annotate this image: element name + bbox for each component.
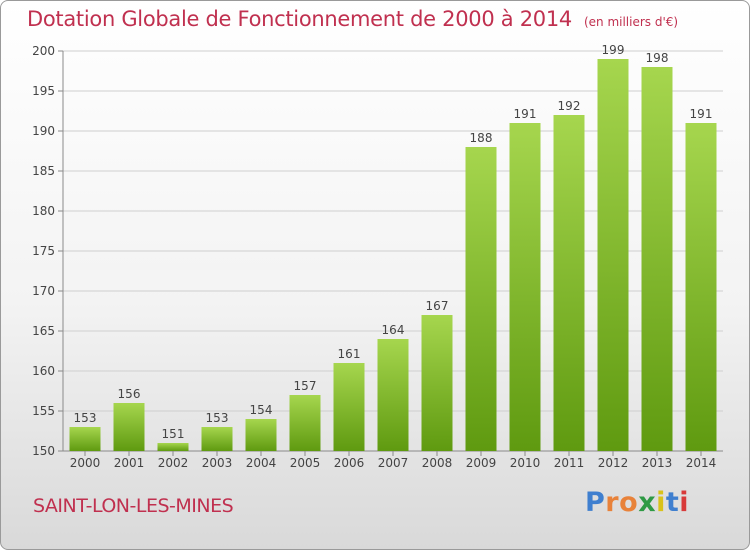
y-tick-label: 160 [32,364,55,378]
x-tick-label: 2006 [334,456,365,470]
y-tick-label: 165 [32,324,55,338]
y-tick-label: 155 [32,404,55,418]
y-tick-label: 180 [32,204,55,218]
bar-layer [69,59,717,451]
logo-letter: r [605,487,620,518]
bar [377,339,409,451]
y-tick-label: 185 [32,164,55,178]
logo-letter: o [619,487,639,518]
bar [245,419,277,451]
bar-value-label: 157 [294,379,317,393]
y-tick-label: 200 [32,44,55,58]
label-layer: 153 2000 156 2001 151 2002 153 2003 154 2004 157 20… [70,43,717,470]
bar [69,427,101,451]
x-tick-label: 2008 [422,456,453,470]
x-tick-label: 2005 [290,456,321,470]
bar-value-label: 191 [690,107,713,121]
bar-value-label: 156 [118,387,141,401]
bar-value-label: 198 [646,51,669,65]
bar-value-label: 167 [426,299,449,313]
commune-name: SAINT-LON-LES-MINES [33,495,234,517]
bar [201,427,233,451]
logo-letter: t [665,487,680,518]
bar-value-label: 164 [382,323,405,337]
x-tick-label: 2002 [158,456,189,470]
bar-value-label: 192 [558,99,581,113]
bar-value-label: 154 [250,403,273,417]
y-tick-label: 170 [32,284,55,298]
chart-subtitle: (en milliers d'€) [583,15,679,29]
y-tick-label: 195 [32,84,55,98]
x-tick-label: 2014 [686,456,717,470]
bar [157,443,189,451]
x-tick-label: 2007 [378,456,409,470]
logo-letter: x [638,487,657,518]
x-tick-label: 2009 [466,456,497,470]
bar [685,123,717,451]
bar-value-label: 191 [514,107,537,121]
x-tick-label: 2010 [510,456,541,470]
x-tick-label: 2012 [598,456,629,470]
bar [113,403,145,451]
y-tick-label: 150 [32,444,55,458]
x-tick-label: 2001 [114,456,145,470]
logo-letter: i [656,487,666,518]
chart-title: Dotation Globale de Fonctionnement de 20… [27,7,678,31]
bar-value-label: 153 [206,411,229,425]
proxiti-logo[interactable]: Proxiti [585,487,689,518]
x-tick-label: 2000 [70,456,101,470]
chart-title-text: Dotation Globale de Fonctionnement de 20… [27,7,572,31]
y-tick-label: 175 [32,244,55,258]
bar [333,363,365,451]
bar [553,115,585,451]
bar [641,67,673,451]
y-tick-label: 190 [32,124,55,138]
bar-value-label: 199 [602,43,625,57]
bar [465,147,497,451]
x-tick-label: 2013 [642,456,673,470]
x-tick-label: 2004 [246,456,277,470]
x-tick-label: 2003 [202,456,233,470]
bar [509,123,541,451]
bar [289,395,321,451]
x-tick-label: 2011 [554,456,585,470]
bar-value-label: 153 [74,411,97,425]
bar [421,315,453,451]
logo-letter: P [585,487,606,518]
bar-value-label: 161 [338,347,361,361]
bar-value-label: 151 [162,427,185,441]
bar [597,59,629,451]
logo-letter: i [679,487,690,518]
bar-value-label: 188 [470,131,493,145]
